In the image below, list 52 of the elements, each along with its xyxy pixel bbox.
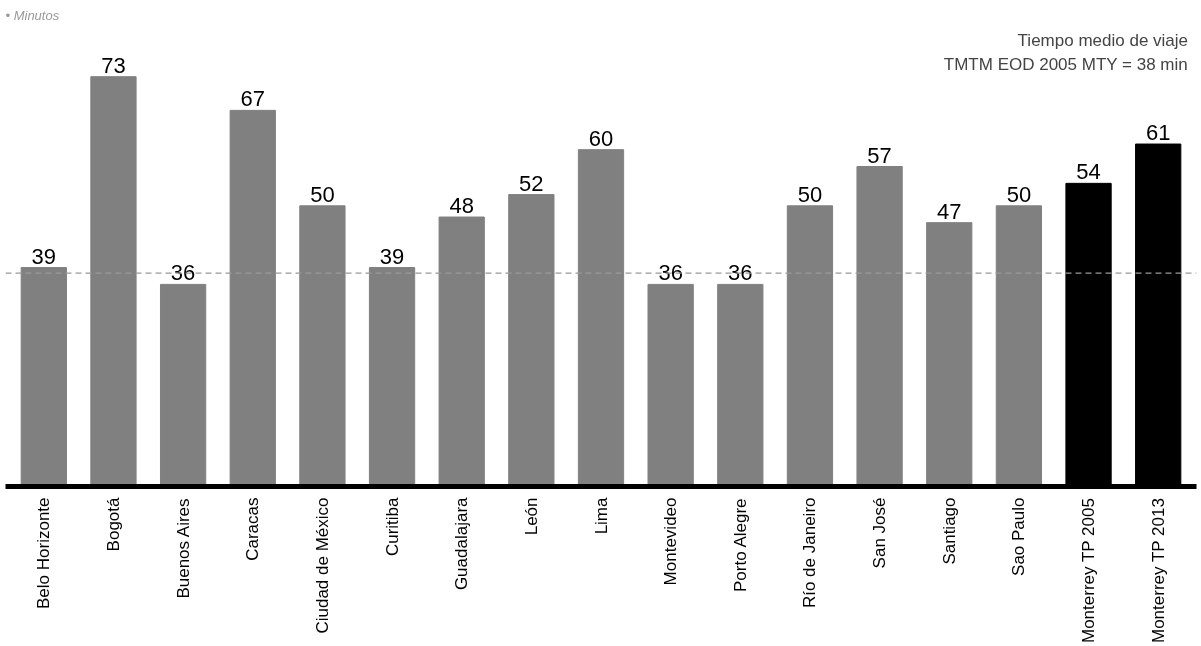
data-label: 50 <box>1006 181 1032 207</box>
x-tick-label: León <box>521 497 541 536</box>
data-label: 50 <box>310 181 335 207</box>
data-label: 61 <box>1145 120 1171 146</box>
bar <box>786 205 834 487</box>
bar <box>508 194 555 487</box>
x-tick-label: Guadalajara <box>452 496 472 591</box>
bar <box>159 283 207 487</box>
data-label: 50 <box>797 181 823 207</box>
bar <box>856 166 903 487</box>
x-tick-label: Belo Horizonte <box>34 497 54 609</box>
data-label: 60 <box>588 125 614 151</box>
data-label: 36 <box>658 260 683 286</box>
x-tick-label: Monterrey TP 2005 <box>1079 498 1099 644</box>
x-tick-label: Bogotá <box>103 496 123 552</box>
x-tick-label: Santiago <box>939 497 959 565</box>
x-tick-label: Curitiba <box>382 496 402 557</box>
bar <box>20 267 67 487</box>
data-label: 39 <box>379 243 405 269</box>
bar <box>647 283 694 487</box>
data-label: 52 <box>519 170 544 196</box>
x-tick-label: Ciudad de México <box>312 497 332 634</box>
x-tick-label: Monterrey TP 2013 <box>1148 498 1168 644</box>
x-tick-label: Montevideo <box>661 497 681 586</box>
text: TMTM EOD 2005 MTY = 38 min <box>943 54 1188 74</box>
x-tick-label: Lima <box>591 496 611 535</box>
bar <box>438 216 485 487</box>
x-tick-label: Río de Janeiro <box>800 497 820 609</box>
data-label: 57 <box>867 142 892 168</box>
x-tick-label: San José <box>870 497 890 569</box>
data-label: 47 <box>937 198 962 224</box>
x-tick-label: Sao Paulo <box>1009 497 1029 576</box>
bar <box>90 76 137 487</box>
bar <box>995 205 1043 487</box>
bar <box>926 222 973 487</box>
data-label: 73 <box>101 52 126 78</box>
data-label: 39 <box>31 243 57 269</box>
text: Tiempo medio de viaje <box>1017 30 1189 50</box>
data-label: 36 <box>170 260 196 286</box>
bar <box>229 109 276 487</box>
x-tick-label: Porto Alegre <box>730 498 750 592</box>
data-label: 36 <box>728 260 753 286</box>
bar <box>368 267 416 487</box>
data-label: 54 <box>1076 159 1101 185</box>
data-label: 48 <box>449 193 474 219</box>
x-tick-label: Caracas <box>243 497 263 561</box>
bar <box>717 283 764 487</box>
chart-title: • Minutos <box>5 7 60 23</box>
x-tick-label: Buenos Aires <box>173 498 193 599</box>
data-label: 67 <box>240 86 265 112</box>
bar <box>299 205 346 487</box>
bar <box>577 149 625 487</box>
